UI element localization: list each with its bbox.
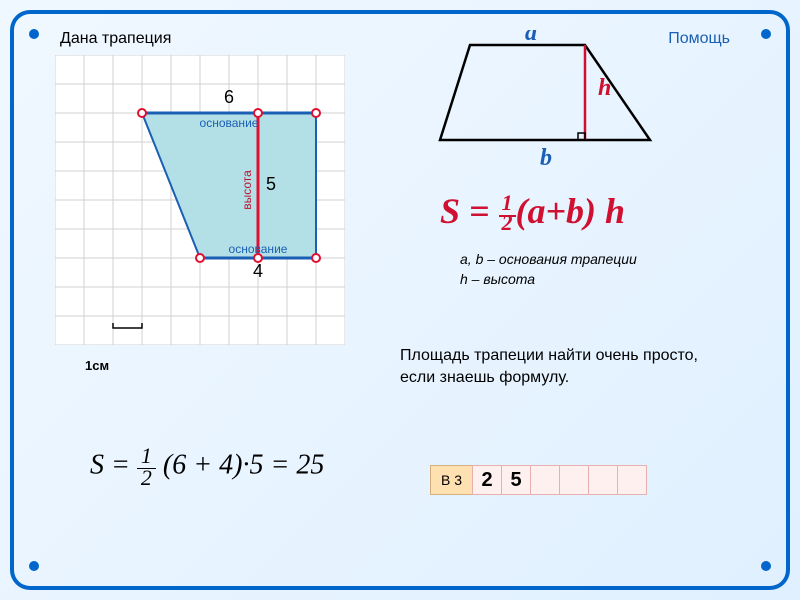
answer-cell[interactable] [588, 465, 618, 495]
svg-text:4: 4 [253, 261, 263, 281]
svg-text:5: 5 [266, 174, 276, 194]
answer-cell[interactable]: 5 [501, 465, 531, 495]
page-title: Дана трапеция [60, 30, 171, 48]
svg-text:основание: основание [229, 242, 288, 256]
answer-cell[interactable]: 2 [472, 465, 502, 495]
answer-label: В 3 [430, 465, 473, 495]
svg-text:h: h [598, 75, 611, 101]
svg-text:a: a [525, 30, 537, 46]
right-diagram: a b h [430, 30, 690, 180]
answer-cell[interactable] [530, 465, 560, 495]
svg-text:b: b [540, 145, 552, 171]
explanation-text: Площадь трапеции найти очень просто, есл… [400, 345, 730, 388]
svg-text:высота: высота [240, 170, 254, 210]
formula-description: a, b – основания трапеции h – высота [460, 250, 637, 289]
svg-text:6: 6 [224, 87, 234, 107]
answer-cell[interactable] [617, 465, 647, 495]
scale-label: 1см [85, 358, 109, 373]
left-diagram: 6 основание 4 основание 5 высота [55, 55, 345, 345]
answer-box: В 3 25 [430, 465, 647, 495]
main-formula: S = 12(a+b) h [440, 190, 625, 235]
calculation-formula: S = 12 (6 + 4)·5 = 25 [90, 445, 324, 489]
answer-cell[interactable] [559, 465, 589, 495]
svg-text:основание: основание [200, 116, 259, 130]
